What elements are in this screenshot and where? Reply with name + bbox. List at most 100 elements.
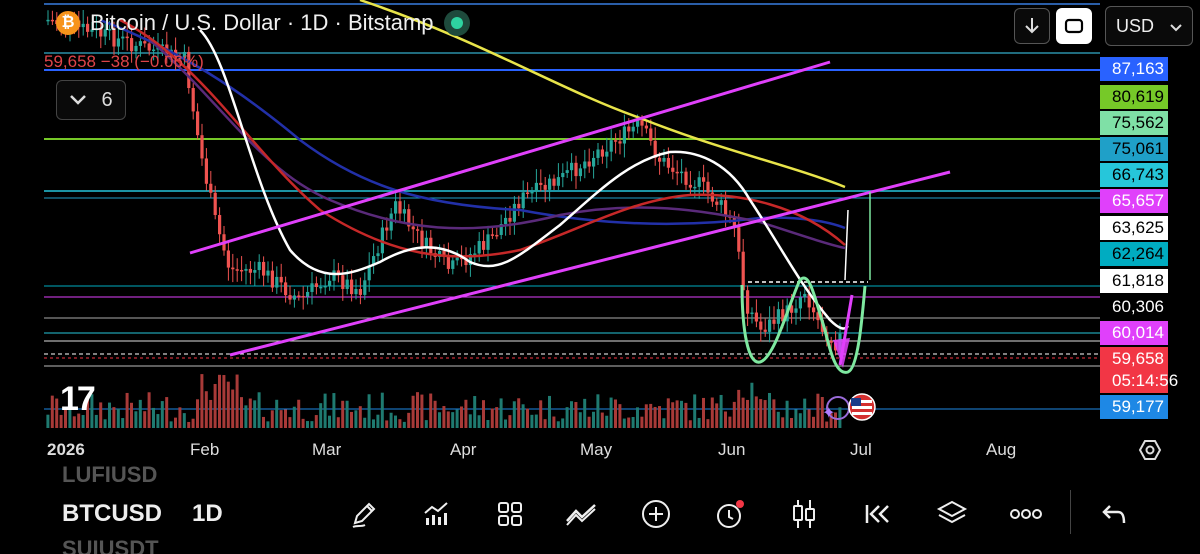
candle-body (662, 157, 666, 162)
volume-bar (165, 397, 169, 428)
candle-body (587, 161, 591, 167)
candle-body (618, 141, 622, 144)
chart-settings-button[interactable] (1138, 438, 1162, 467)
candle-body (534, 182, 538, 192)
indicators-toggle[interactable]: 6 (56, 80, 126, 120)
volume-bar (376, 414, 380, 428)
candle-body (702, 177, 706, 182)
volume-bar (55, 398, 59, 428)
volume-bar (218, 374, 221, 428)
volume-bar (600, 412, 604, 428)
chart-type-button[interactable] (786, 498, 822, 530)
volume-bar (64, 407, 67, 428)
volume-bar (77, 413, 81, 428)
candle-body (99, 28, 103, 37)
price-tag: 59,658 (1100, 347, 1168, 371)
candle-body (116, 38, 120, 47)
symbol-header[interactable]: ₿ Bitcoin / U.S. Dollar · 1D · Bitstamp (56, 10, 470, 36)
volume-bar (768, 392, 771, 428)
layouts-button[interactable] (492, 498, 528, 530)
volume-bar (433, 400, 437, 428)
volume-bar (367, 394, 371, 428)
sma-blue-line (99, 18, 846, 230)
price-tag: 87,163 (1100, 57, 1168, 81)
price-tag: 80,619 (1100, 85, 1168, 109)
volume-bar (530, 414, 534, 428)
candle-body (759, 321, 763, 330)
volume-bar (834, 412, 837, 428)
candle-body (622, 126, 626, 144)
volume-bar (517, 398, 521, 428)
alerts-button[interactable] (712, 498, 748, 530)
volume-bar (636, 407, 639, 428)
volume-bar (240, 397, 243, 428)
candle-body (204, 158, 208, 184)
volume-bar (130, 402, 133, 428)
candle-body (512, 203, 516, 222)
channel-upper-line (189, 60, 831, 255)
candle-body (270, 270, 274, 288)
volume-bar (244, 405, 248, 428)
volume-bar (125, 392, 129, 428)
timeframe-selector[interactable]: 1D (192, 500, 223, 527)
alert-icon (717, 500, 744, 528)
volume-bar (442, 406, 446, 428)
candle-body (341, 275, 345, 289)
candle-body (46, 19, 50, 22)
candle-body (394, 201, 398, 214)
more-button[interactable] (1008, 498, 1044, 530)
pencil-button[interactable] (346, 498, 382, 530)
candle-body (561, 172, 565, 178)
candle-body (442, 250, 446, 257)
volume-bar (653, 406, 657, 428)
symbol-prev[interactable]: LUFIUSD (62, 462, 158, 487)
candle-body (614, 140, 618, 142)
candle-body (552, 178, 556, 186)
symbol-next[interactable]: SUIUSDT (62, 536, 159, 554)
add-button[interactable] (638, 498, 674, 530)
drawing-tools-button[interactable] (564, 498, 600, 530)
candle-body (486, 234, 490, 250)
candle-body (402, 209, 406, 214)
candle-body (160, 44, 164, 46)
volume-bar (803, 398, 807, 428)
volume-bar (662, 418, 666, 428)
candle-body (812, 307, 816, 313)
volume-bar (81, 415, 85, 428)
symbol-selector[interactable]: BTCUSD (62, 500, 162, 527)
volume-bar (618, 404, 622, 428)
tradingview-logo: 17 (60, 380, 96, 418)
currency-select[interactable]: USD (1105, 6, 1193, 46)
volume-bar (306, 421, 309, 428)
object-tree-button[interactable] (934, 498, 970, 530)
candle-body (768, 319, 772, 332)
volume-bar (200, 374, 204, 428)
arrow-down-icon (1025, 18, 1039, 34)
volume-bar (68, 392, 72, 428)
volume-bar (781, 417, 785, 428)
candle-body (464, 257, 468, 266)
fullscreen-button[interactable] (1056, 8, 1092, 44)
volume-bar (724, 411, 727, 428)
volume-bar (420, 394, 424, 428)
volume-bar (644, 404, 648, 428)
volume-bar (829, 413, 833, 428)
volume-bar (561, 418, 565, 428)
x-label-2026: 2026 (47, 440, 85, 459)
replay-button[interactable] (860, 498, 896, 530)
candle-body (200, 135, 204, 159)
candle-body (226, 250, 230, 268)
volume-bar (416, 392, 419, 428)
undo-button[interactable] (1096, 498, 1132, 530)
volume-bar (314, 415, 318, 428)
volume-bar (336, 417, 340, 428)
volume-bar (798, 413, 802, 428)
volume-bar (715, 403, 719, 428)
price-chart[interactable]: ✦ (0, 0, 1200, 470)
indicators-button[interactable] (418, 498, 454, 530)
download-button[interactable] (1014, 8, 1050, 44)
symbol-title: Bitcoin / U.S. Dollar · 1D · Bitstamp (90, 10, 434, 35)
candle-body (446, 256, 450, 269)
candle-body (508, 217, 512, 222)
